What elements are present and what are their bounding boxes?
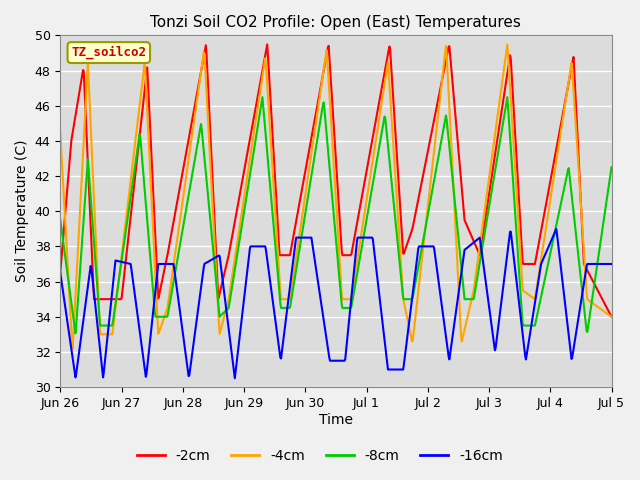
Y-axis label: Soil Temperature (C): Soil Temperature (C) bbox=[15, 140, 29, 282]
Legend: -2cm, -4cm, -8cm, -16cm: -2cm, -4cm, -8cm, -16cm bbox=[131, 443, 509, 468]
X-axis label: Time: Time bbox=[319, 413, 353, 427]
Text: TZ_soilco2: TZ_soilco2 bbox=[71, 46, 147, 59]
Title: Tonzi Soil CO2 Profile: Open (East) Temperatures: Tonzi Soil CO2 Profile: Open (East) Temp… bbox=[150, 15, 522, 30]
